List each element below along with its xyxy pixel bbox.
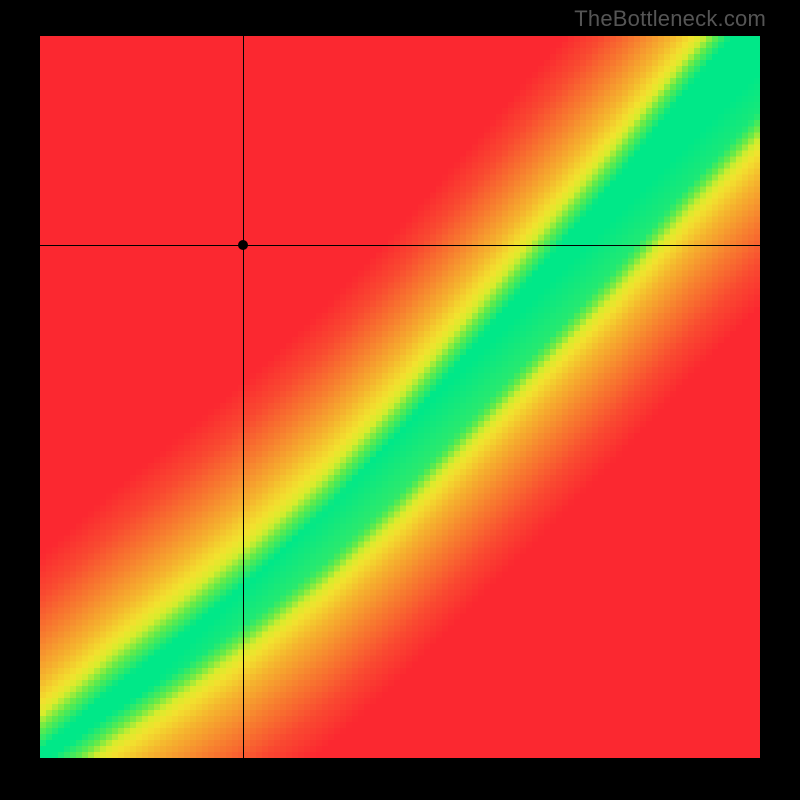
crosshair-marker	[238, 240, 248, 250]
heatmap-plot	[40, 36, 760, 758]
crosshair-vertical	[243, 36, 244, 758]
heatmap-canvas	[40, 36, 760, 758]
watermark-text: TheBottleneck.com	[574, 6, 766, 32]
crosshair-horizontal	[40, 245, 760, 246]
